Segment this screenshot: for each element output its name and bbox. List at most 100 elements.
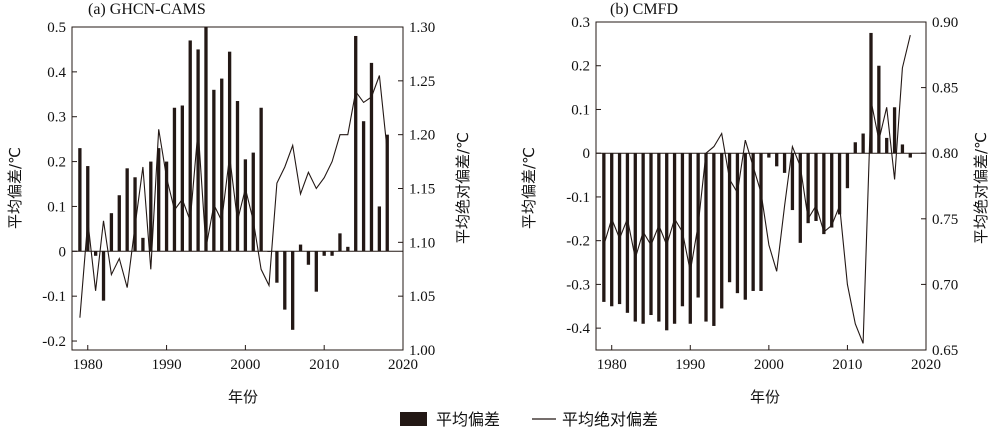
ytick-left-label-a: 0.4 xyxy=(47,65,66,81)
panel-b-xlabel: 年份 xyxy=(750,388,780,406)
ytick-left-label-b: 0.3 xyxy=(571,15,590,31)
bar-a-1980 xyxy=(86,166,90,252)
panel-a-xlabel: 年份 xyxy=(228,388,258,406)
mad-line-a xyxy=(79,75,388,318)
ytick-right-label-b: 0.80 xyxy=(932,146,958,162)
xtick-label-a-1990: 1990 xyxy=(152,357,182,373)
bar-b-2012 xyxy=(861,133,865,154)
ytick-right-label-b: 0.65 xyxy=(932,343,958,359)
bar-b-2010 xyxy=(845,153,850,189)
bar-a-1991 xyxy=(172,107,177,252)
bar-b-1990 xyxy=(688,153,692,324)
bar-b-2017 xyxy=(900,144,905,154)
panel-b-title: (b) CMFD xyxy=(610,1,678,18)
bar-b-1984 xyxy=(641,153,645,324)
bar-b-1992 xyxy=(704,153,708,322)
bar-a-2009 xyxy=(314,251,318,292)
bar-a-1989 xyxy=(157,148,161,252)
bar-b-1998 xyxy=(751,153,755,291)
bar-a-1996 xyxy=(212,89,216,252)
bar-b-1987 xyxy=(665,153,669,331)
bar-a-2008 xyxy=(306,251,311,265)
bar-b-2006 xyxy=(814,153,818,221)
ytick-right-label-b: 0.90 xyxy=(932,15,958,31)
bar-a-1986 xyxy=(133,177,137,252)
bar-b-2014 xyxy=(877,65,881,154)
bar-b-1996 xyxy=(735,153,740,294)
bar-a-2012 xyxy=(338,233,342,252)
bar-a-1988 xyxy=(149,161,153,252)
bar-a-1999 xyxy=(235,101,240,252)
xtick-label-a-2000: 2000 xyxy=(230,357,260,373)
bar-b-2002 xyxy=(782,153,787,173)
bar-a-1994 xyxy=(196,49,200,252)
bar-b-2009 xyxy=(837,153,842,215)
panel-a-ylabel-right: 平均绝对偏差/℃ xyxy=(454,132,472,244)
legend-bar-swatch xyxy=(400,412,427,426)
bar-a-2010 xyxy=(322,251,326,256)
bar-b-2000 xyxy=(767,153,771,158)
bar-a-2017 xyxy=(377,206,382,252)
bar-a-1983 xyxy=(109,213,114,252)
xtick-label-a-2010: 2010 xyxy=(309,357,339,373)
ytick-left-label-b: 0 xyxy=(583,146,591,162)
bar-a-1987 xyxy=(141,237,145,252)
ytick-right-label-b: 0.70 xyxy=(932,277,958,293)
ytick-left-label-b: -0.2 xyxy=(566,234,590,250)
bar-a-1995 xyxy=(204,27,208,252)
bar-a-1984 xyxy=(117,195,121,252)
bar-a-2007 xyxy=(298,244,303,252)
ytick-right-label-b: 0.85 xyxy=(932,81,958,97)
bar-b-1989 xyxy=(680,153,685,307)
bar-a-2005 xyxy=(283,251,287,310)
ytick-right-label-a: 1.20 xyxy=(409,128,435,144)
bar-b-2013 xyxy=(869,32,873,154)
panel-b-ylabel-right: 平均绝对偏差/℃ xyxy=(972,132,990,244)
legend-line-label: 平均绝对偏差 xyxy=(562,410,658,429)
bar-b-1986 xyxy=(657,153,661,322)
bar-b-2007 xyxy=(822,153,826,235)
bar-b-1983 xyxy=(633,153,637,322)
bar-a-2013 xyxy=(346,246,350,252)
bar-b-1994 xyxy=(720,153,724,309)
bar-b-2003 xyxy=(790,153,795,211)
bar-b-2011 xyxy=(853,142,857,154)
ytick-left-label-b: 0.2 xyxy=(571,59,590,75)
bar-a-2018 xyxy=(385,134,389,252)
bar-a-2000 xyxy=(243,159,248,252)
bar-a-2003 xyxy=(267,251,271,252)
ytick-right-label-a: 1.25 xyxy=(409,74,435,90)
xtick-label-b-1980: 1980 xyxy=(597,357,627,373)
ytick-right-label-a: 1.15 xyxy=(409,182,435,198)
panel-a-ylabel-left: 平均偏差/℃ xyxy=(6,147,24,229)
ytick-left-label-b: -0.1 xyxy=(566,190,590,206)
bar-a-1993 xyxy=(188,40,192,252)
ytick-left-label-b: 0.1 xyxy=(571,102,590,118)
bar-b-1980 xyxy=(610,153,614,307)
ytick-left-label-a: 0.3 xyxy=(47,110,66,126)
ytick-left-label-a: 0 xyxy=(59,244,67,260)
bar-a-1981 xyxy=(93,251,98,256)
ytick-left-label-a: 0.1 xyxy=(47,199,66,215)
legend-bar-label: 平均偏差 xyxy=(436,410,500,429)
bar-b-2016 xyxy=(892,107,897,154)
ytick-left-label-a: 0.5 xyxy=(47,20,66,36)
panel-a-title: (a) GHCN-CAMS xyxy=(88,1,206,18)
ytick-left-label-a: -0.2 xyxy=(42,334,66,350)
plot-frame-b xyxy=(595,21,927,351)
bar-a-2004 xyxy=(275,251,279,283)
ytick-right-label-a: 1.10 xyxy=(409,235,435,251)
bar-b-2018 xyxy=(908,153,912,158)
bar-a-2014 xyxy=(354,35,358,252)
bar-a-1985 xyxy=(125,168,129,252)
ytick-left-label-b: -0.4 xyxy=(566,321,590,337)
bar-b-2001 xyxy=(775,153,779,167)
xtick-label-b-2000: 2000 xyxy=(754,357,784,373)
bar-a-1990 xyxy=(164,161,169,252)
bar-a-2015 xyxy=(361,121,366,252)
bar-a-1979 xyxy=(78,148,82,252)
mad-line-b xyxy=(603,34,911,344)
bar-b-1988 xyxy=(672,153,677,324)
panel-a: (a) GHCN-CAMS 平均偏差/℃ 平均绝对偏差/℃ 年份 1980 199… xyxy=(6,1,472,406)
